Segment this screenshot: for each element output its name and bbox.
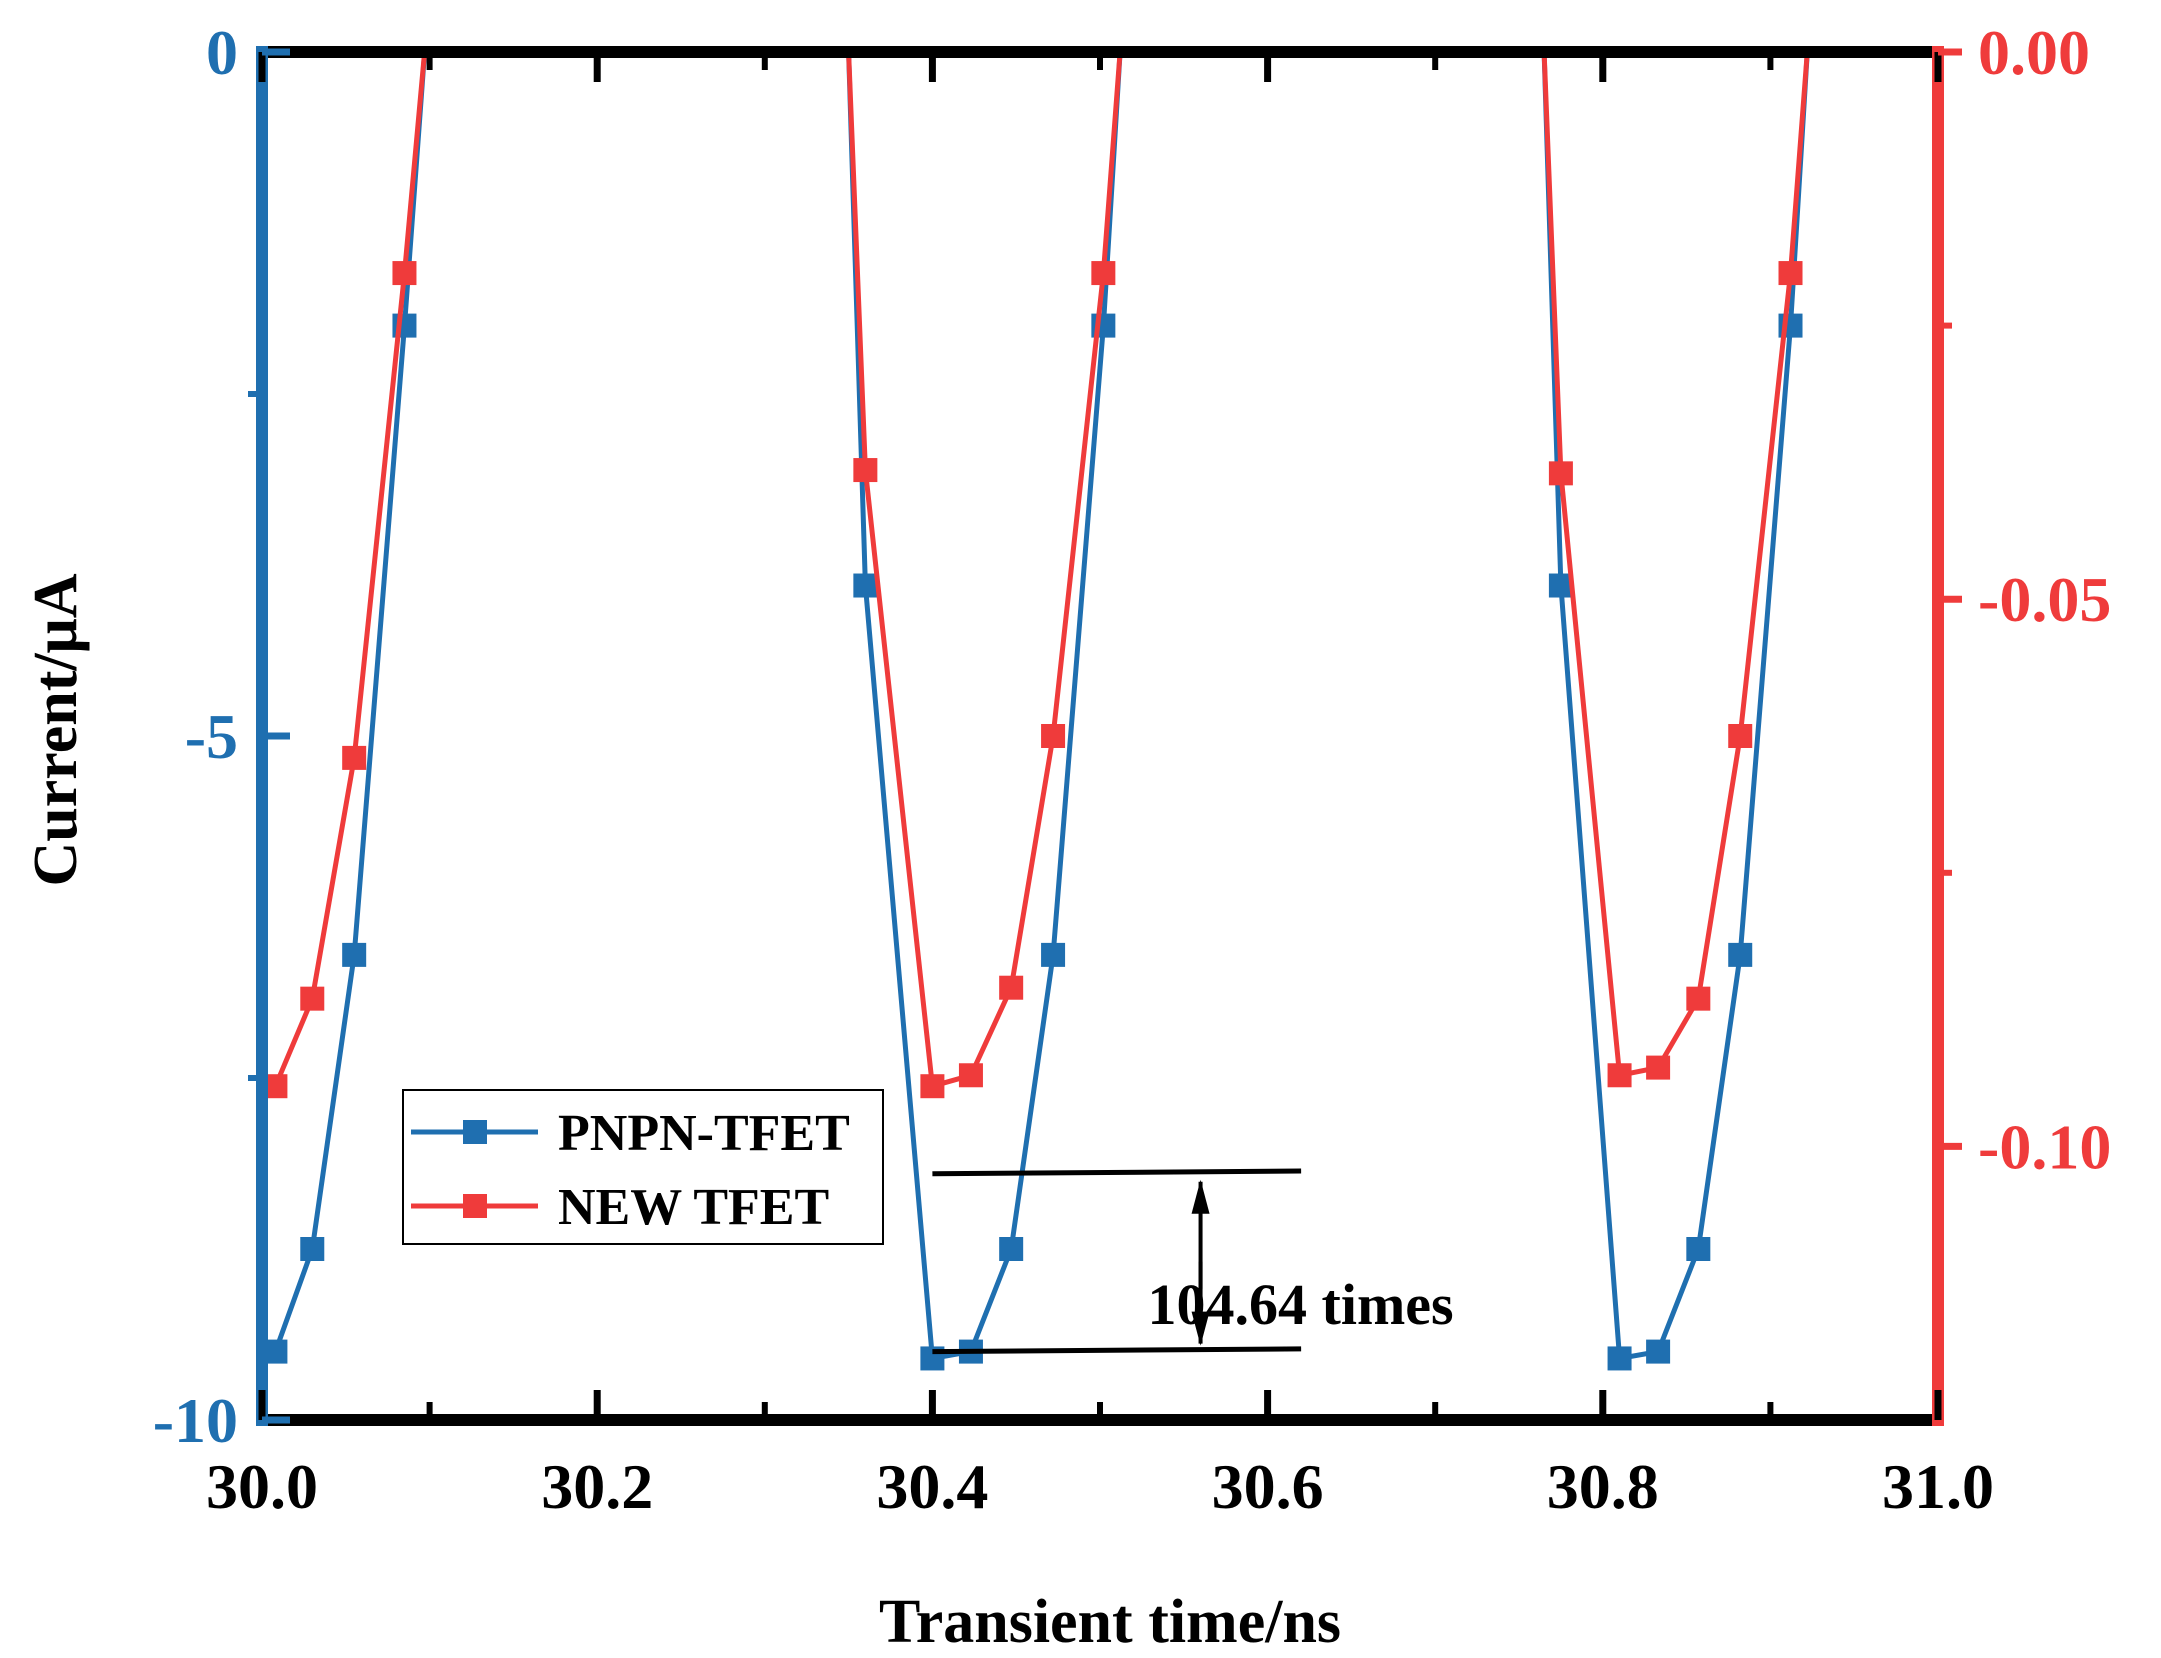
pnpn-tfet-point-0-2: [342, 942, 367, 967]
new-tfet-point-2-5: [1728, 724, 1753, 748]
y-right-tick-label-1: -0.05: [1978, 564, 2111, 635]
legend-label-pnpn-tfet: PNPN-TFET: [558, 1105, 850, 1162]
new-tfet-point-1-3: [958, 1063, 983, 1088]
pnpn-tfet-point-2-4: [1686, 1237, 1711, 1261]
new-tfet-point-1-5: [1041, 724, 1066, 748]
new-tfet-point-0-2: [342, 745, 367, 770]
y-left-tick-label-2: -10: [153, 1385, 238, 1456]
y-left-tick-label-0: 0: [206, 17, 238, 88]
series-group: [263, 52, 1810, 1371]
new-tfet-point-2-2: [1607, 1063, 1632, 1088]
new-tfet-line-2: [1541, 52, 1810, 1078]
new-tfet-point-0-1: [300, 986, 325, 1011]
new-tfet-point-2-3: [1646, 1055, 1671, 1080]
plot-area: [263, 52, 1810, 1371]
axes: [248, 46, 1962, 1426]
pnpn-tfet-point-1-5: [1041, 942, 1066, 967]
new-tfet-point-2-4: [1686, 986, 1711, 1011]
pnpn-tfet-line-1: [846, 52, 1123, 1361]
annotation-label: 104.64 times: [1148, 1272, 1454, 1337]
pnpn-tfet-point-1-1: [853, 573, 878, 598]
new-tfet-point-1-4: [999, 975, 1024, 1000]
annotation-arrow-up-head: [1191, 1179, 1210, 1214]
pnpn-tfet-point-0-1: [300, 1237, 325, 1261]
pnpn-tfet-point-2-3: [1646, 1339, 1671, 1364]
labels: 30.0 30.2 30.4 30.6 30.8 31.0 0 -5 -10 0.00 -0.05 -…: [22, 17, 2111, 1656]
y-axis-title: Current/μA: [22, 573, 90, 886]
y-right-tick-label-2: -0.10: [1978, 1111, 2111, 1182]
new-tfet-point-1-1: [853, 458, 878, 483]
legend-swatch-marker-pnpn-tfet: [463, 1120, 487, 1144]
x-axis-title: Transient time/ns: [879, 1588, 1341, 1656]
new-tfet-line-0: [273, 52, 428, 1088]
new-tfet-point-1-2: [920, 1074, 945, 1099]
legend-box: [402, 1089, 884, 1245]
x-tick-label-2: 30.4: [876, 1451, 988, 1522]
annotation-lower-line: [932, 1346, 1302, 1355]
pnpn-tfet-point-1-4: [999, 1237, 1024, 1261]
x-tick-label-5: 31.0: [1882, 1451, 1994, 1522]
new-tfet-point-2-6: [1778, 261, 1803, 286]
legend-label-new-tfet: NEW TFET: [558, 1179, 829, 1236]
pnpn-tfet-point-2-2: [1607, 1346, 1632, 1371]
new-tfet-line-1: [846, 52, 1123, 1089]
new-tfet-point-0-3: [392, 261, 417, 286]
legend: PNPN-TFET NEW TFET: [402, 1089, 884, 1245]
pnpn-tfet-point-2-5: [1728, 942, 1753, 967]
new-tfet-point-1-6: [1091, 261, 1116, 286]
annotation-arrow-down-head: [1191, 1311, 1210, 1346]
legend-swatch-marker-new-tfet: [463, 1194, 487, 1218]
y-right-tick-label-0: 0.00: [1978, 17, 2090, 88]
y-left-tick-label-1: -5: [185, 701, 238, 772]
x-tick-label-4: 30.8: [1547, 1451, 1659, 1522]
pnpn-tfet-line-2: [1541, 52, 1810, 1361]
x-tick-label-0: 30.0: [206, 1451, 318, 1522]
x-tick-label-3: 30.6: [1212, 1451, 1324, 1522]
new-tfet-point-2-1: [1548, 461, 1573, 486]
annotation-upper-line: [932, 1168, 1302, 1177]
x-tick-label-1: 30.2: [541, 1451, 653, 1522]
